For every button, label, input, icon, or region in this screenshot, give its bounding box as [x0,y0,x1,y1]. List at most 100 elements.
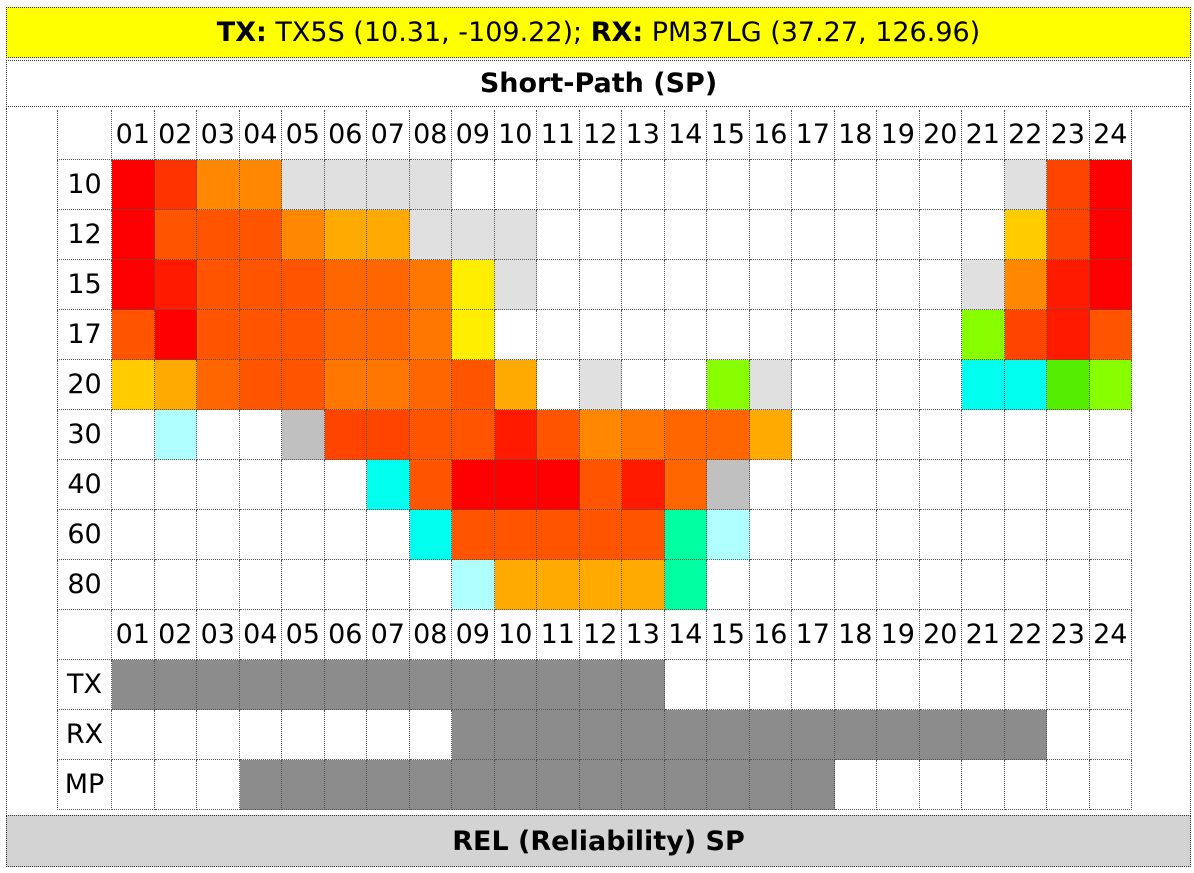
hour-label-top: 03 [197,110,240,160]
flag-cell-tx [1047,660,1090,710]
heat-cell [877,160,920,210]
heat-cell [664,360,707,410]
heat-cell [452,510,495,560]
hour-label-bottom: 13 [622,610,665,660]
heat-cell [579,510,622,560]
heat-cell [494,510,537,560]
heat-cell [962,310,1005,360]
rx-value: PM37LG (37.27, 126.96) [643,17,981,48]
heat-cell [1004,560,1047,610]
hour-label-top: 09 [452,110,495,160]
heat-cell [834,260,877,310]
flag-cell-mp [1089,760,1132,810]
heat-cell [239,560,282,610]
heat-cell [707,160,750,210]
heat-cell [1004,260,1047,310]
heat-cell [749,360,792,410]
hour-label-top: 01 [112,110,155,160]
hour-label-top: 23 [1047,110,1090,160]
heat-cell [877,510,920,560]
heat-cell [1089,410,1132,460]
hour-label-top: 04 [239,110,282,160]
heat-cell [707,460,750,510]
heat-cell [664,160,707,210]
flag-cell-rx [834,710,877,760]
heat-cell [1089,210,1132,260]
flag-cell-tx [579,660,622,710]
heat-cell [154,160,197,210]
heat-cell [1047,160,1090,210]
heat-cell [622,210,665,260]
heat-cell [749,310,792,360]
heat-cell [1047,560,1090,610]
heat-cell [962,360,1005,410]
heat-cell [962,210,1005,260]
heat-cell [664,410,707,460]
flag-cell-rx [197,710,240,760]
flag-cell-mp [792,760,835,810]
heat-cell [537,560,580,610]
heat-cell [877,460,920,510]
heat-cell [707,510,750,560]
heat-cell [324,160,367,210]
flag-cell-tx [792,660,835,710]
heat-cell [749,460,792,510]
heat-cell [537,310,580,360]
heat-cell [324,510,367,560]
flag-cell-mp [707,760,750,810]
heat-cell [154,360,197,410]
heat-cell [154,260,197,310]
heat-cell [537,510,580,560]
heat-cell [792,310,835,360]
heat-cell [409,210,452,260]
heat-cell [834,310,877,360]
hour-label-bottom: 17 [792,610,835,660]
heat-cell [239,360,282,410]
heat-cell [919,160,962,210]
flag-cell-mp [112,760,155,810]
heat-cell [834,510,877,560]
flag-cell-mp [1047,760,1090,810]
heat-cell [1004,410,1047,460]
flag-cell-tx [962,660,1005,710]
flag-cell-tx [324,660,367,710]
heat-cell [622,510,665,560]
heat-cell [282,460,325,510]
hour-label-top: 22 [1004,110,1047,160]
flag-cell-mp [834,760,877,810]
hour-label-top: 15 [707,110,750,160]
heat-cell [707,210,750,260]
flag-cell-tx [749,660,792,710]
heat-cell [1004,360,1047,410]
hour-label-top: 02 [154,110,197,160]
hour-label-bottom: 21 [962,610,1005,660]
flag-cell-rx [664,710,707,760]
heat-cell [919,510,962,560]
heat-cell [877,210,920,260]
heat-cell [239,310,282,360]
heat-cell [1089,310,1132,360]
heat-cell [664,510,707,560]
heat-cell [452,360,495,410]
hour-label-bottom: 14 [664,610,707,660]
heat-cell [834,160,877,210]
band-label: 30 [57,410,112,460]
flag-cell-rx [877,710,920,760]
flag-cell-mp [367,760,410,810]
heat-cell [877,310,920,360]
flag-cell-rx [792,710,835,760]
flag-cell-mp [962,760,1005,810]
heat-cell [537,460,580,510]
hour-label-bottom: 02 [154,610,197,660]
hour-label-bottom: 11 [537,610,580,660]
heat-cell [792,560,835,610]
heat-cell [154,560,197,610]
flag-cell-tx [239,660,282,710]
hour-header-row-corner [57,110,112,160]
band-label: 80 [57,560,112,610]
flag-cell-rx [962,710,1005,760]
flag-cell-tx [367,660,410,710]
heat-cell [324,460,367,510]
heat-cell [324,310,367,360]
flag-cell-mp [919,760,962,810]
